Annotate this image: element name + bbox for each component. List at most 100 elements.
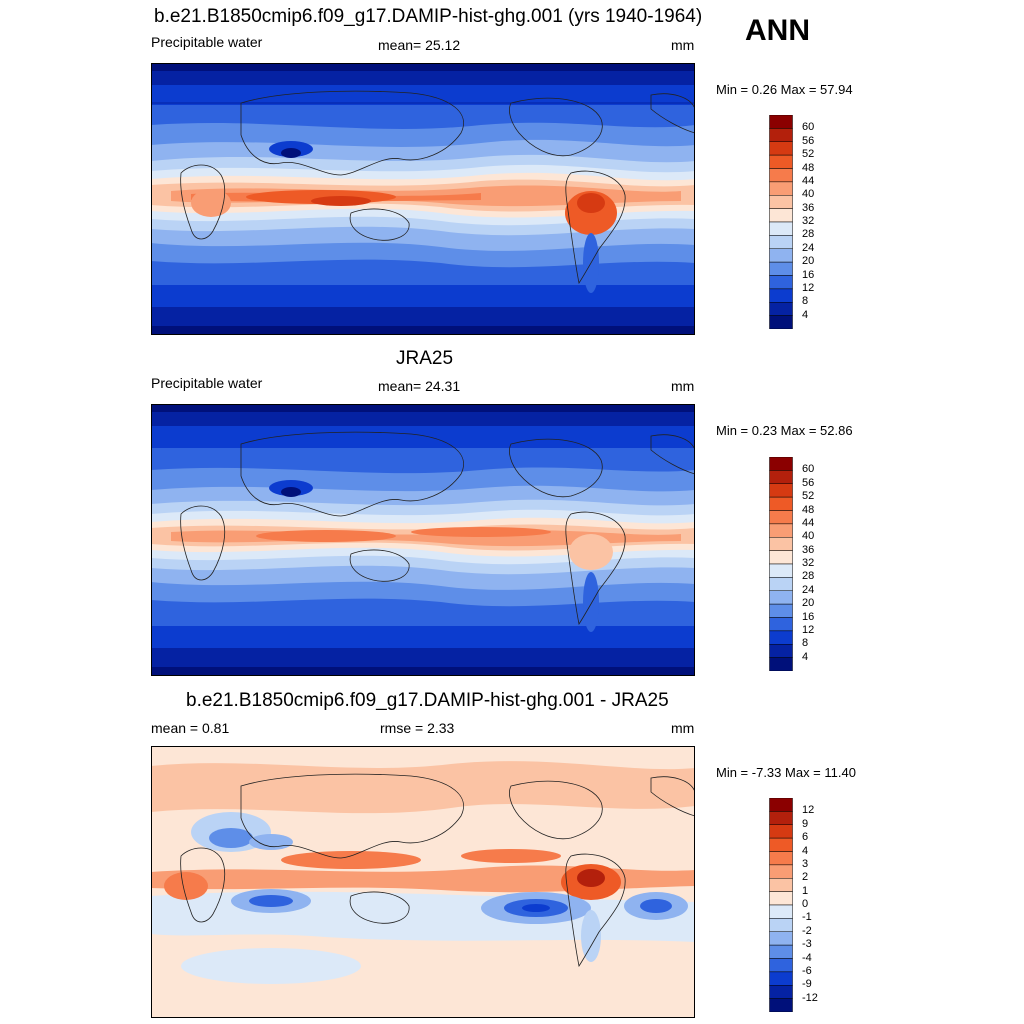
colorbar-swatch [769,944,793,959]
colorbar-tick-label: 0 [802,898,809,910]
colorbar-tick-label: 36 [802,201,815,214]
colorbar-tick-label: 4 [802,308,809,321]
colorbar-swatch [769,248,793,263]
colorbar-swatch [769,537,793,551]
colorbar-swatch [769,918,793,933]
panel-3-minmax: Min = -7.33 Max = 11.40 [716,765,856,780]
colorbar-tick-label: 32 [802,557,815,569]
colorbar-swatch [769,128,793,143]
panel-1-colorbar [769,115,793,329]
colorbar-tick-label: 20 [802,255,815,268]
colorbar-tick-label: 12 [802,281,815,294]
colorbar-tick-label: -12 [802,991,818,1004]
colorbar-tick-label: 52 [802,148,815,161]
colorbar-swatch [769,496,793,511]
panel-2-minmax: Min = 0.23 Max = 52.86 [716,423,853,438]
colorbar-tick-label: 16 [802,610,815,623]
colorbar-swatch [769,457,793,471]
colorbar-swatch [769,195,793,209]
colorbar-tick-label: 20 [802,597,815,610]
colorbar-tick-label: -1 [802,911,812,924]
colorbar-tick-label: 8 [802,637,809,650]
colorbar-swatch [769,510,793,525]
colorbar-swatch [769,483,793,498]
colorbar-swatch [769,590,793,605]
panel-2-mean-label: mean= 24.31 [378,378,461,394]
colorbar-tick-label: 44 [802,516,815,529]
colorbar-tick-label: 4 [802,650,809,663]
colorbar-swatch [769,275,793,290]
colorbar-swatch [769,523,793,538]
colorbar-swatch [769,985,793,999]
panel-2-colorbar [769,457,793,671]
colorbar-tick-label: 36 [802,543,815,556]
colorbar-swatch [769,851,793,866]
colorbar-tick-label: 12 [802,623,815,636]
colorbar-swatch [769,288,793,303]
colorbar-tick-label: 24 [802,241,815,254]
colorbar-swatch [769,563,793,578]
panel-1-variable-label: Precipitable water [151,34,263,50]
colorbar-swatch [769,550,793,565]
colorbar-tick-label: 9 [802,817,809,830]
colorbar-swatch [769,971,793,986]
colorbar-swatch [769,154,793,169]
colorbar-tick-label: 28 [802,228,815,241]
colorbar-swatch [769,931,793,946]
colorbar-swatch [769,470,793,485]
colorbar-swatch [769,998,793,1012]
colorbar-tick-label: 48 [802,161,815,174]
panel-1-minmax: Min = 0.26 Max = 57.94 [716,82,853,97]
colorbar-swatch [769,261,793,276]
colorbar-tick-label: 44 [802,174,815,187]
colorbar-tick-label: 3 [802,857,809,870]
colorbar-tick-label: 4 [802,844,809,857]
panel-3-mean-label: mean = 0.81 [151,720,230,736]
colorbar-swatch [769,617,793,632]
colorbar-tick-label: 60 [802,121,815,134]
panel-1-mean-label: mean= 25.12 [378,37,461,53]
colorbar-swatch [769,302,793,316]
colorbar-tick-label: 56 [802,134,815,147]
colorbar-tick-label: 52 [802,490,815,503]
colorbar-swatch [769,644,793,658]
colorbar-swatch [769,181,793,196]
colorbar-tick-label: 16 [802,268,815,281]
colorbar-tick-label: 28 [802,570,815,583]
colorbar-tick-label: -4 [802,951,812,964]
panel-1-units: mm [671,37,695,53]
colorbar-swatch [769,891,793,906]
colorbar-tick-label: 32 [802,215,815,227]
colorbar-tick-label: -2 [802,924,812,937]
colorbar-tick-label: -9 [802,978,812,991]
colorbar-tick-label: 48 [802,503,815,516]
colorbar-swatch [769,208,793,223]
panel-3-rmse-label: rmse = 2.33 [380,720,455,736]
colorbar-swatch [769,798,793,812]
colorbar-swatch [769,878,793,892]
colorbar-swatch [769,221,793,236]
panel-3-colorbar [769,798,793,1012]
colorbar-tick-label: 40 [802,530,815,543]
colorbar-tick-label: 60 [802,463,815,476]
colorbar-swatch [769,811,793,826]
colorbar-swatch [769,168,793,183]
colorbar-swatch [769,657,793,671]
colorbar-swatch [769,958,793,973]
panel-3-map [151,746,695,1018]
colorbar-tick-label: 8 [802,295,809,308]
colorbar-tick-label: -6 [802,964,812,977]
colorbar-swatch [769,837,793,852]
colorbar-swatch [769,904,793,919]
colorbar-swatch [769,603,793,618]
colorbar-swatch [769,864,793,879]
panel-3-title: b.e21.B1850cmip6.f09_g17.DAMIP-hist-ghg.… [186,690,669,711]
colorbar-tick-label: 6 [802,831,809,844]
colorbar-tick-label: 2 [802,871,809,884]
colorbar-tick-label: 24 [802,583,815,596]
colorbar-tick-label: -3 [802,938,812,951]
panel-2-variable-label: Precipitable water [151,375,263,391]
colorbar-swatch [769,235,793,250]
colorbar-swatch [769,315,793,329]
colorbar-tick-label: 56 [802,476,815,489]
